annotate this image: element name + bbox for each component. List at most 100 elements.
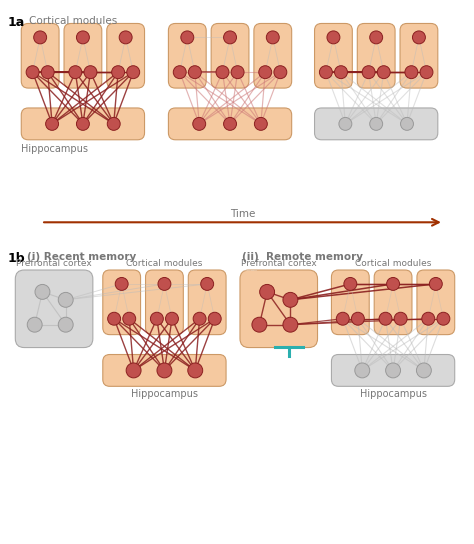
FancyBboxPatch shape (315, 23, 352, 88)
Circle shape (27, 317, 42, 332)
FancyBboxPatch shape (400, 23, 438, 88)
Circle shape (417, 363, 431, 378)
FancyBboxPatch shape (331, 270, 369, 335)
Circle shape (76, 31, 90, 44)
Circle shape (193, 312, 206, 325)
Circle shape (76, 118, 90, 131)
FancyBboxPatch shape (21, 23, 59, 88)
Circle shape (112, 66, 125, 79)
Circle shape (274, 66, 287, 79)
Circle shape (255, 118, 267, 131)
Circle shape (420, 66, 433, 79)
FancyBboxPatch shape (21, 108, 145, 140)
Circle shape (252, 317, 267, 332)
Circle shape (327, 31, 340, 44)
Circle shape (283, 317, 298, 332)
Circle shape (188, 363, 203, 378)
FancyBboxPatch shape (107, 23, 145, 88)
Circle shape (173, 66, 186, 79)
Circle shape (259, 66, 272, 79)
Circle shape (35, 285, 50, 299)
Circle shape (119, 31, 132, 44)
Circle shape (387, 277, 400, 290)
Circle shape (58, 317, 73, 332)
Circle shape (46, 118, 59, 131)
FancyBboxPatch shape (331, 355, 455, 386)
Circle shape (201, 277, 214, 290)
Circle shape (266, 31, 279, 44)
FancyBboxPatch shape (188, 270, 226, 335)
Circle shape (115, 277, 128, 290)
Circle shape (377, 66, 390, 79)
Circle shape (181, 31, 194, 44)
Circle shape (335, 66, 347, 79)
Circle shape (283, 292, 298, 307)
Circle shape (351, 312, 365, 325)
Circle shape (394, 312, 407, 325)
Circle shape (344, 277, 357, 290)
FancyBboxPatch shape (168, 108, 292, 140)
Circle shape (437, 312, 450, 325)
Text: Cortical modules: Cortical modules (29, 16, 118, 26)
Circle shape (224, 118, 237, 131)
FancyBboxPatch shape (168, 23, 206, 88)
Circle shape (107, 118, 120, 131)
Circle shape (84, 66, 97, 79)
Circle shape (216, 66, 229, 79)
FancyBboxPatch shape (357, 23, 395, 88)
Circle shape (401, 118, 413, 131)
Text: (ii)  Remote memory: (ii) Remote memory (242, 269, 257, 270)
Circle shape (337, 312, 349, 325)
FancyBboxPatch shape (374, 270, 412, 335)
Text: Cortical modules: Cortical modules (126, 259, 202, 268)
Circle shape (193, 118, 206, 131)
Circle shape (157, 363, 172, 378)
Text: Cortical modules: Cortical modules (355, 259, 431, 268)
Circle shape (208, 312, 221, 325)
FancyBboxPatch shape (103, 355, 226, 386)
FancyBboxPatch shape (146, 270, 183, 335)
Text: Prefrontal cortex: Prefrontal cortex (241, 259, 317, 268)
Text: Hippocampus: Hippocampus (360, 390, 427, 399)
Circle shape (127, 66, 140, 79)
FancyBboxPatch shape (315, 108, 438, 140)
Circle shape (150, 312, 164, 325)
Circle shape (339, 118, 352, 131)
Text: Time: Time (230, 209, 255, 219)
Circle shape (355, 363, 370, 378)
Circle shape (165, 312, 178, 325)
Circle shape (224, 31, 237, 44)
Text: (ii)  Remote memory: (ii) Remote memory (242, 252, 363, 262)
Text: 1a: 1a (8, 16, 25, 28)
Circle shape (108, 312, 120, 325)
Circle shape (319, 66, 332, 79)
Circle shape (405, 66, 418, 79)
FancyBboxPatch shape (211, 23, 249, 88)
Text: (i) Recent memory: (i) Recent memory (27, 252, 137, 262)
Circle shape (370, 31, 383, 44)
Circle shape (412, 31, 425, 44)
Circle shape (69, 66, 82, 79)
FancyBboxPatch shape (103, 270, 141, 335)
Text: 1b: 1b (8, 252, 25, 265)
Circle shape (231, 66, 244, 79)
FancyBboxPatch shape (240, 270, 318, 348)
Circle shape (370, 118, 383, 131)
Circle shape (362, 66, 375, 79)
Circle shape (188, 66, 201, 79)
Circle shape (26, 66, 39, 79)
Circle shape (34, 31, 46, 44)
FancyBboxPatch shape (417, 270, 455, 335)
Circle shape (126, 363, 141, 378)
Circle shape (429, 277, 442, 290)
Text: Prefrontal cortex: Prefrontal cortex (16, 259, 92, 268)
FancyBboxPatch shape (15, 270, 93, 348)
Circle shape (58, 292, 73, 307)
Circle shape (158, 277, 171, 290)
Circle shape (422, 312, 435, 325)
Circle shape (260, 285, 274, 299)
Circle shape (379, 312, 392, 325)
Circle shape (386, 363, 401, 378)
Circle shape (123, 312, 136, 325)
Circle shape (41, 66, 54, 79)
